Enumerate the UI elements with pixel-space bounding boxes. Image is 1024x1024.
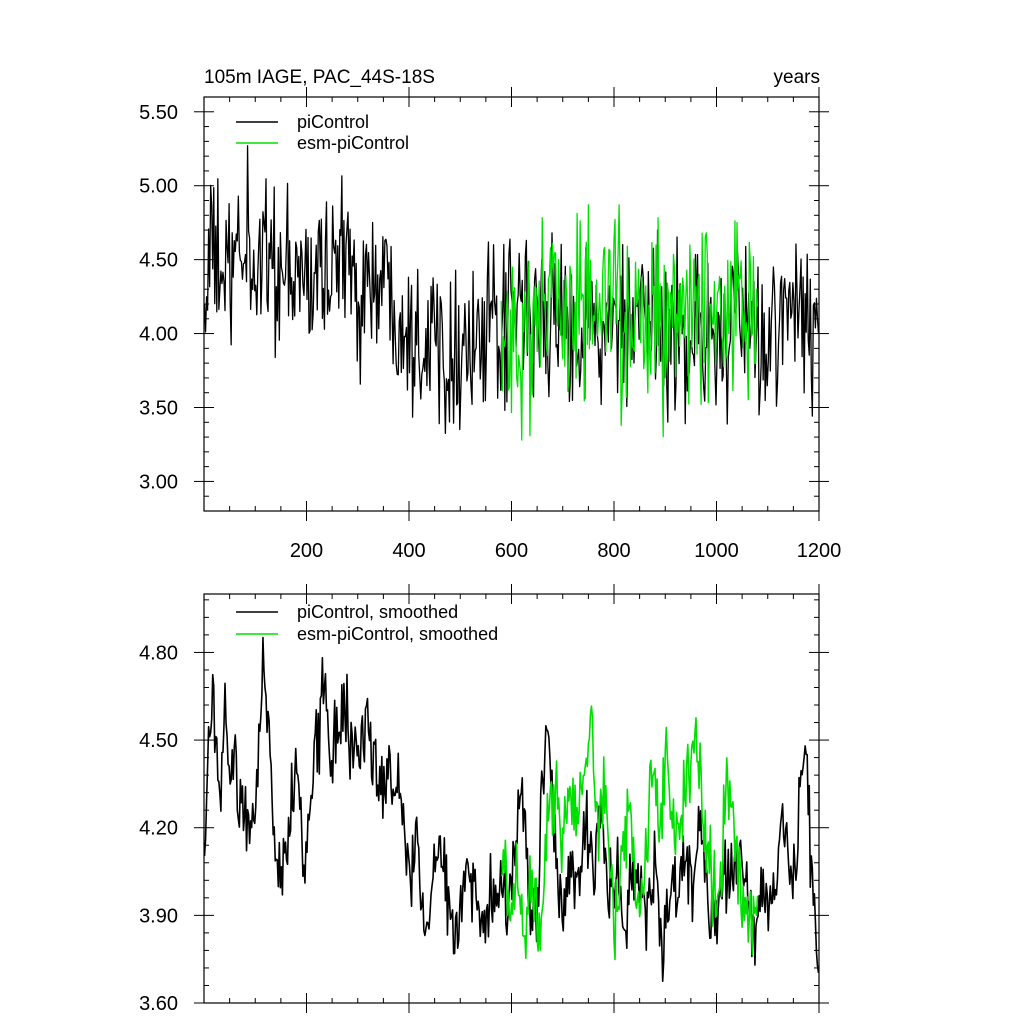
series-line-esm-picontrol-smoothed [500, 705, 759, 961]
bottom-chart-series [203, 636, 820, 983]
top-chart-frame [203, 96, 820, 512]
x-tick-label: 1000 [694, 540, 739, 562]
y-tick-label: 3.60 [139, 993, 178, 1015]
y-tick-label: 4.50 [139, 730, 178, 752]
legend-label-picontrol: piControl [297, 112, 369, 132]
top-chart-panel: 105m IAGE, PAC_44S-18S years 200 400 600 80… [139, 67, 841, 562]
y-tick-label: 5.50 [139, 102, 178, 124]
y-tick-label: 3.50 [139, 398, 178, 420]
legend-label-esm-picontrol: esm-piControl [297, 133, 409, 153]
top-chart-ticks: 200 400 600 800 1000 1200 3.00 3.50 4.00 4.50 5.00… [139, 87, 841, 562]
series-line-picontrol-smoothed [203, 636, 820, 983]
x-tick-label: 800 [597, 540, 630, 562]
bottom-chart-legend: piControl, smoothed esm-piControl, smoot… [236, 602, 498, 644]
top-chart-x-unit-label: years [774, 67, 820, 88]
y-tick-label: 5.00 [139, 176, 178, 198]
x-tick-label: 400 [392, 540, 425, 562]
bottom-chart-panel: 3.60 3.90 4.20 4.50 4.80 piControl, smoothed… [139, 584, 829, 1015]
x-tick-label: 200 [290, 540, 323, 562]
top-chart-title: 105m IAGE, PAC_44S-18S [204, 67, 435, 88]
y-tick-label: 3.00 [139, 471, 178, 493]
series-line-picontrol [203, 145, 820, 435]
y-tick-label: 4.50 [139, 250, 178, 272]
x-tick-label: 1200 [797, 540, 842, 562]
y-tick-label: 3.90 [139, 905, 178, 927]
series-line-esm-picontrol [500, 204, 759, 441]
y-tick-label: 4.00 [139, 324, 178, 346]
legend-label-esm-picontrol-smoothed: esm-piControl, smoothed [297, 624, 498, 644]
bottom-chart-frame [203, 593, 820, 1004]
y-tick-label: 4.80 [139, 642, 178, 664]
x-tick-label: 600 [495, 540, 528, 562]
y-tick-label: 4.20 [139, 818, 178, 840]
top-chart-legend: piControl esm-piControl [236, 112, 409, 153]
legend-label-picontrol-smoothed: piControl, smoothed [297, 602, 458, 622]
top-chart-series [203, 145, 820, 441]
